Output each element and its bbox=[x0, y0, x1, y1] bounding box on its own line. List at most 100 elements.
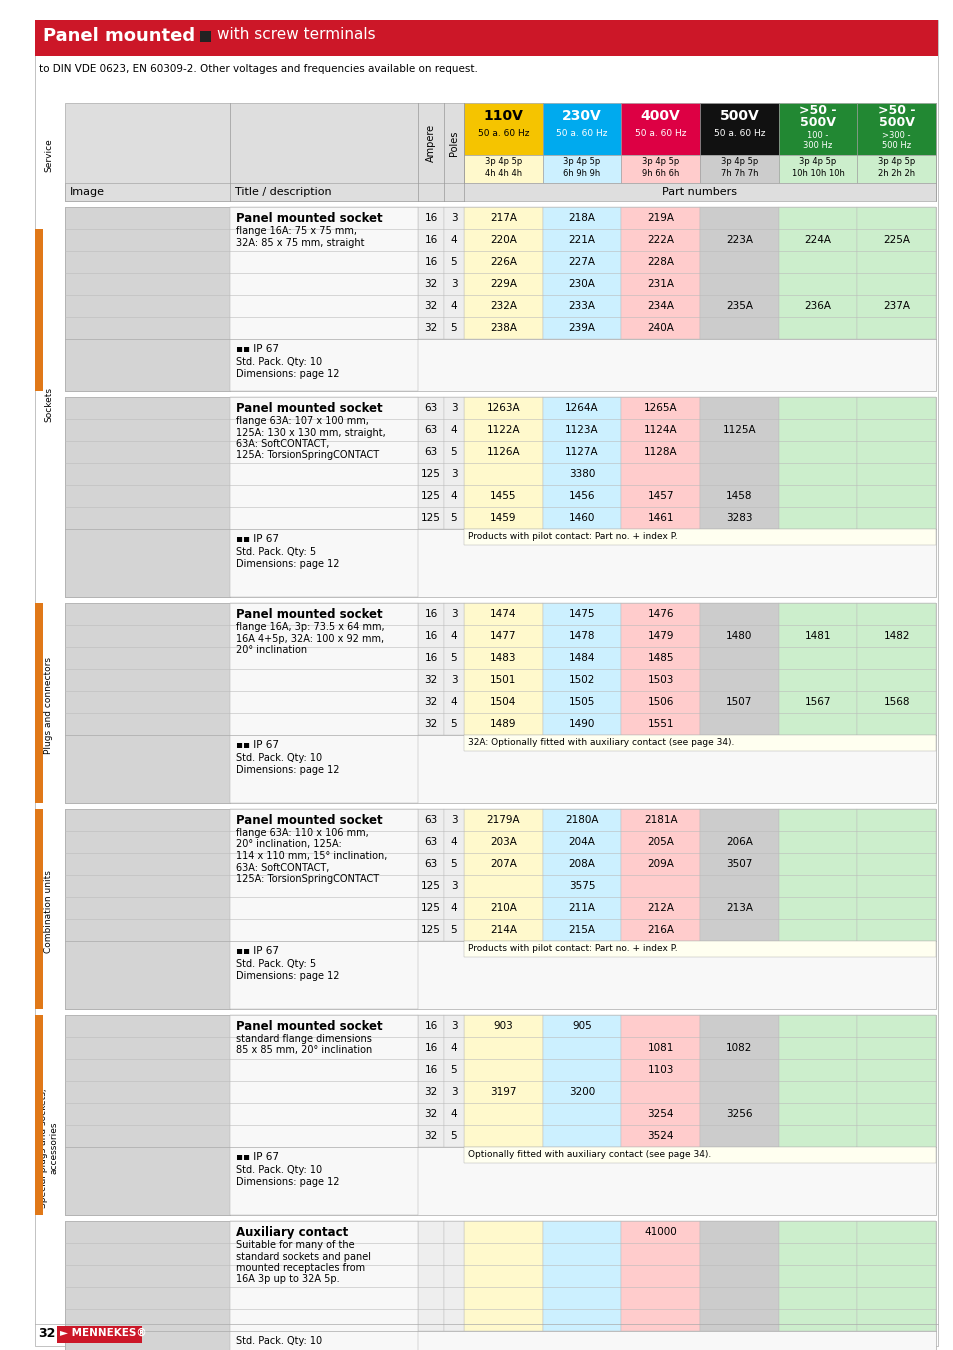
Text: Panel mounted: Panel mounted bbox=[43, 27, 195, 45]
Bar bbox=[542, 103, 620, 155]
Text: 207A: 207A bbox=[490, 859, 517, 869]
Text: 3: 3 bbox=[450, 213, 456, 223]
Bar bbox=[620, 1015, 700, 1148]
Text: 5: 5 bbox=[450, 447, 456, 458]
Text: 3p 4p 5p: 3p 4p 5p bbox=[641, 158, 679, 166]
Bar bbox=[542, 397, 620, 529]
Bar bbox=[65, 603, 230, 803]
Bar bbox=[857, 155, 935, 184]
Text: 10h 10h 10h: 10h 10h 10h bbox=[791, 170, 843, 178]
Text: 1125A: 1125A bbox=[721, 425, 756, 435]
Text: 3p 4p 5p: 3p 4p 5p bbox=[563, 158, 600, 166]
Bar bbox=[417, 397, 443, 529]
Text: 1475: 1475 bbox=[568, 609, 595, 620]
Text: 1081: 1081 bbox=[647, 1044, 673, 1053]
Text: 231A: 231A bbox=[646, 279, 674, 289]
Text: ▪▪ IP 67: ▪▪ IP 67 bbox=[235, 535, 278, 544]
Bar bbox=[620, 603, 700, 734]
Text: 3: 3 bbox=[450, 279, 456, 289]
Text: 3: 3 bbox=[450, 468, 456, 479]
Bar bbox=[230, 207, 417, 392]
Bar bbox=[463, 734, 935, 751]
Text: Std. Pack. Qty: 5: Std. Pack. Qty: 5 bbox=[235, 547, 315, 558]
Bar bbox=[443, 207, 463, 339]
Text: 3: 3 bbox=[450, 404, 456, 413]
Bar bbox=[65, 603, 935, 803]
Text: 230A: 230A bbox=[568, 279, 595, 289]
Text: 110V: 110V bbox=[483, 109, 523, 123]
Bar bbox=[417, 207, 443, 339]
Text: 206A: 206A bbox=[725, 837, 752, 846]
Bar bbox=[620, 155, 700, 184]
Bar bbox=[65, 1015, 230, 1215]
Bar bbox=[778, 603, 857, 734]
Text: 100 -: 100 - bbox=[806, 131, 828, 140]
Text: 1485: 1485 bbox=[647, 653, 673, 663]
Text: 63A: SoftCONTACT,: 63A: SoftCONTACT, bbox=[235, 863, 329, 872]
Bar bbox=[620, 809, 700, 941]
Text: 1505: 1505 bbox=[568, 697, 595, 707]
Text: 1478: 1478 bbox=[568, 630, 595, 641]
Text: 16: 16 bbox=[424, 630, 437, 641]
Text: Plugs and connectors: Plugs and connectors bbox=[45, 657, 53, 755]
Text: 217A: 217A bbox=[489, 213, 517, 223]
Text: 1479: 1479 bbox=[647, 630, 673, 641]
Text: Suitable for many of the: Suitable for many of the bbox=[235, 1241, 355, 1250]
Text: 1123A: 1123A bbox=[564, 425, 598, 435]
Text: 232A: 232A bbox=[489, 301, 517, 310]
Text: 210A: 210A bbox=[490, 903, 517, 913]
Bar bbox=[35, 20, 937, 55]
Text: 1484: 1484 bbox=[568, 653, 595, 663]
Bar bbox=[65, 397, 230, 597]
Bar bbox=[778, 155, 857, 184]
Text: 3p 4p 5p: 3p 4p 5p bbox=[877, 158, 914, 166]
Text: 16: 16 bbox=[424, 235, 437, 244]
Text: 2181A: 2181A bbox=[643, 815, 677, 825]
Text: 1265A: 1265A bbox=[643, 404, 677, 413]
Text: 125: 125 bbox=[420, 903, 440, 913]
Bar bbox=[778, 397, 857, 529]
Text: 4: 4 bbox=[450, 301, 456, 310]
Text: 63: 63 bbox=[424, 815, 437, 825]
Text: 125A: TorsionSpringCONTACT: 125A: TorsionSpringCONTACT bbox=[235, 451, 378, 460]
Text: 125: 125 bbox=[420, 882, 440, 891]
Text: 125: 125 bbox=[420, 491, 440, 501]
Text: 63: 63 bbox=[424, 859, 437, 869]
Text: 1474: 1474 bbox=[490, 609, 516, 620]
Text: >300 -: >300 - bbox=[882, 131, 910, 140]
Bar bbox=[620, 397, 700, 529]
Text: 114 x 110 mm, 15° inclination,: 114 x 110 mm, 15° inclination, bbox=[235, 850, 387, 861]
Text: ▪▪ IP 67: ▪▪ IP 67 bbox=[235, 740, 278, 751]
Text: 3575: 3575 bbox=[568, 882, 595, 891]
Text: 16: 16 bbox=[424, 213, 437, 223]
Bar bbox=[778, 1220, 857, 1331]
Bar bbox=[35, 809, 43, 1008]
Text: 32: 32 bbox=[424, 1087, 437, 1098]
Bar bbox=[700, 103, 778, 155]
Text: standard sockets and panel: standard sockets and panel bbox=[235, 1251, 371, 1261]
Text: 63: 63 bbox=[424, 404, 437, 413]
Text: ► MENNEKES®: ► MENNEKES® bbox=[60, 1328, 147, 1338]
Text: 1122A: 1122A bbox=[486, 425, 519, 435]
Text: 50 a. 60 Hz: 50 a. 60 Hz bbox=[477, 130, 529, 139]
Text: 229A: 229A bbox=[489, 279, 517, 289]
Text: 235A: 235A bbox=[725, 301, 752, 310]
Bar bbox=[542, 207, 620, 339]
Text: 3283: 3283 bbox=[725, 513, 752, 522]
Text: 500V: 500V bbox=[878, 116, 914, 130]
Bar bbox=[700, 1220, 778, 1331]
Text: 3: 3 bbox=[450, 675, 456, 684]
Bar bbox=[542, 1220, 620, 1331]
Text: Service: Service bbox=[45, 138, 53, 171]
Text: Std. Pack. Qty: 5: Std. Pack. Qty: 5 bbox=[235, 958, 315, 969]
Bar bbox=[857, 1015, 935, 1148]
Text: 905: 905 bbox=[572, 1021, 591, 1031]
Text: 500V: 500V bbox=[719, 109, 759, 123]
Bar bbox=[35, 603, 43, 803]
Text: >50 -: >50 - bbox=[877, 104, 915, 117]
Text: 20° inclination, 125A:: 20° inclination, 125A: bbox=[235, 840, 341, 849]
Text: 1127A: 1127A bbox=[564, 447, 598, 458]
Text: 237A: 237A bbox=[882, 301, 909, 310]
Text: 1504: 1504 bbox=[490, 697, 516, 707]
Text: 903: 903 bbox=[493, 1021, 513, 1031]
